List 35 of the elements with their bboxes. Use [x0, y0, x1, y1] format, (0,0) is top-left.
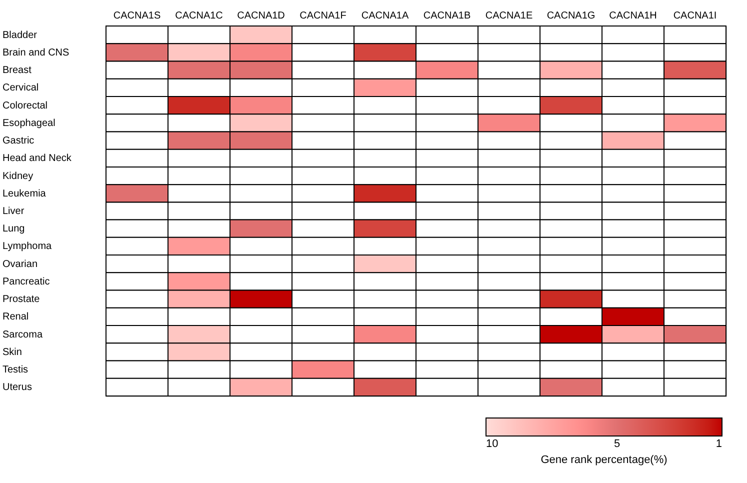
- x-tick-label: CACNA1C: [175, 10, 223, 22]
- color-bar-label: 5: [614, 438, 620, 450]
- x-tick-label: CACNA1B: [423, 10, 471, 22]
- x-tick-label: CACNA1H: [609, 10, 657, 22]
- x-tick-label: CACNA1I: [673, 10, 717, 22]
- color-bar-label: 1: [716, 438, 722, 450]
- y-tick-label: Renal: [2, 312, 29, 323]
- y-tick-label: Bladder: [2, 30, 38, 41]
- y-tick-label: Leukemia: [2, 188, 46, 200]
- y-tick-label: Skin: [2, 346, 22, 358]
- y-tick-label: Pancreatic: [2, 276, 50, 288]
- y-tick-label: Sarcoma: [2, 329, 43, 340]
- x-tick-label: CACNA1A: [361, 10, 409, 22]
- x-tick-label: CACNA1S: [113, 10, 161, 22]
- color-bar-title: Gene rank percentage(%): [540, 454, 668, 466]
- y-tick-label: Esophageal: [2, 118, 56, 129]
- x-tick-label: CACNA1D: [237, 10, 285, 22]
- y-tick-label: Prostate: [2, 294, 40, 306]
- y-tick-label: Testis: [2, 364, 28, 376]
- y-tick-label: Head and Neck: [2, 153, 72, 164]
- x-tick-label: CACNA1G: [546, 10, 596, 22]
- y-tick-label: Gastric: [2, 136, 34, 147]
- color-bar-label: 10: [486, 438, 498, 450]
- y-tick-label: Ovarian: [2, 258, 38, 270]
- y-tick-label: Kidney: [2, 170, 34, 182]
- x-tick-label: CACNA1E: [485, 10, 533, 22]
- y-tick-label: Liver: [2, 206, 25, 217]
- y-tick-label: Brain and CNS: [2, 47, 70, 58]
- y-tick-label: Colorectal: [2, 100, 48, 112]
- y-tick-label: Lymphoma: [2, 241, 52, 252]
- y-tick-label: Uterus: [2, 382, 32, 394]
- y-tick-label: Lung: [2, 224, 25, 235]
- x-tick-label: CACNA1F: [300, 10, 346, 22]
- y-tick-label: Breast: [2, 65, 32, 76]
- y-tick-label: Cervical: [2, 82, 39, 94]
